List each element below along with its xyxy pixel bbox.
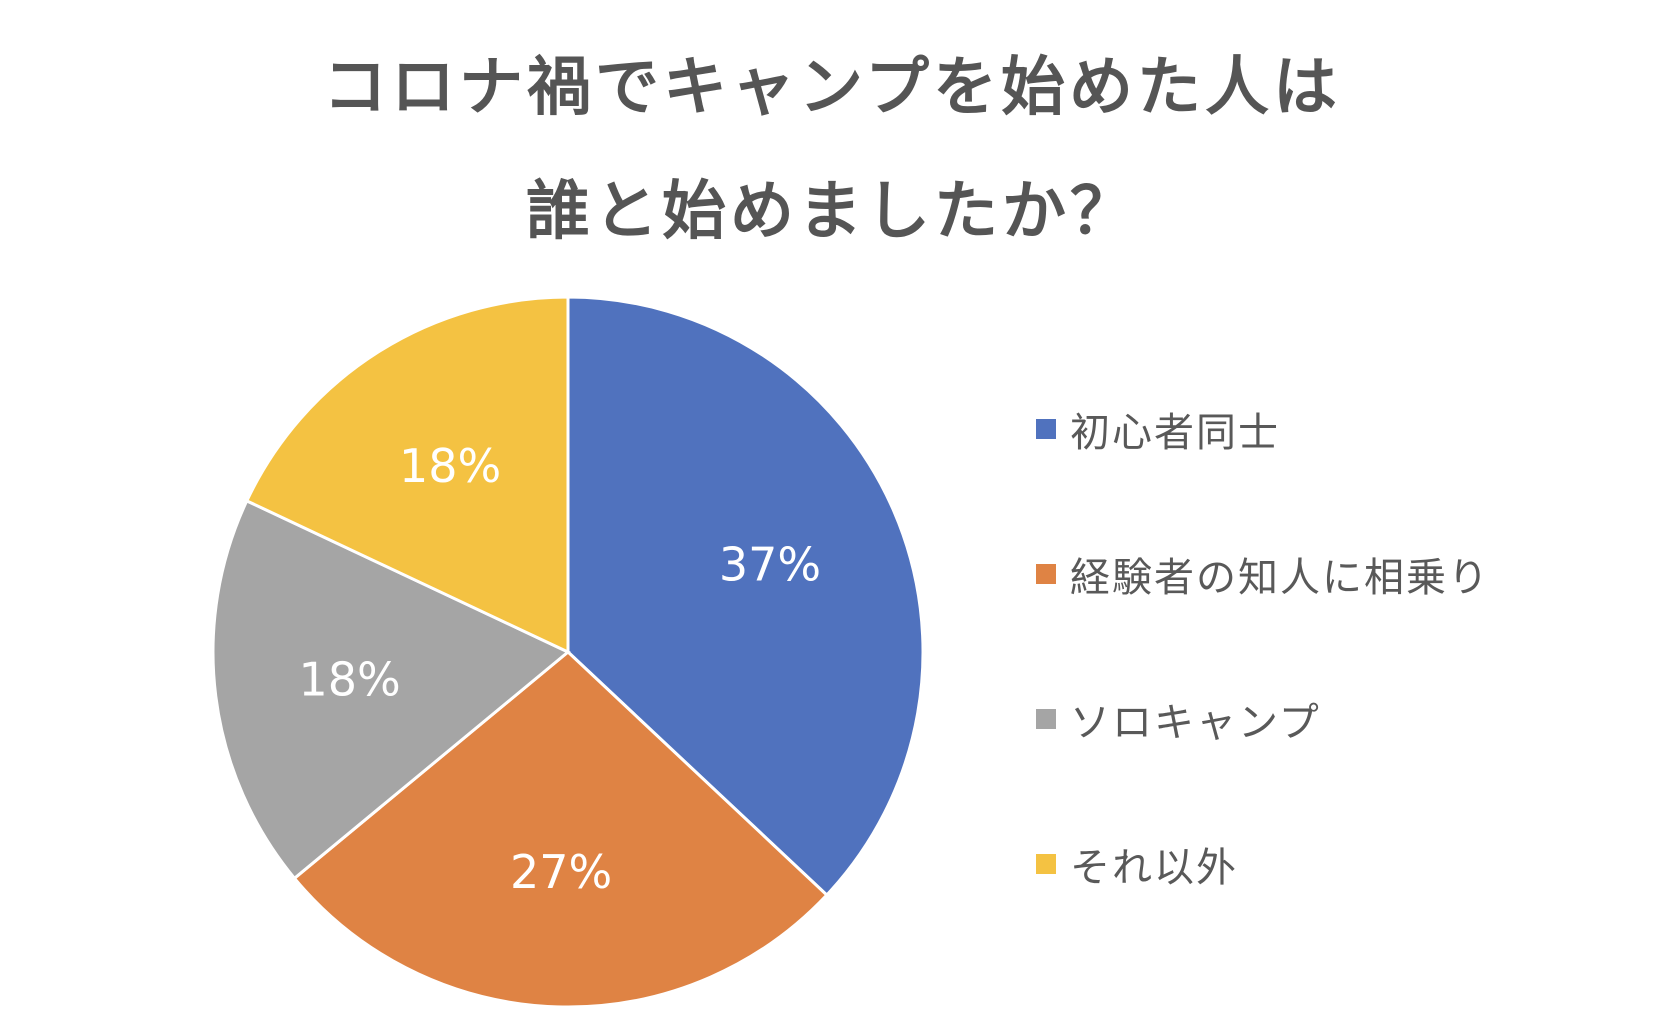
legend-label-1: 初心者同士 xyxy=(1070,410,1280,456)
chart-title-line-1: コロナ禍でキャンプを始めた人は xyxy=(322,51,1342,125)
legend-item-2: 経験者の知人に相乗り xyxy=(1036,545,1490,603)
pie-slice-2 xyxy=(292,650,829,1009)
legend-swatch-3 xyxy=(1036,709,1056,729)
chart-title-line-2: 誰と始めましたか？ xyxy=(526,175,1138,249)
legend-swatch-1 xyxy=(1036,419,1056,439)
pie-slice-1 xyxy=(566,295,925,898)
pie-slice-3 xyxy=(211,498,571,881)
slice-label-4: 18% xyxy=(399,439,501,493)
legend-label-3: ソロキャンプ xyxy=(1070,700,1321,746)
slice-label-1: 37% xyxy=(719,538,821,592)
slice-label-2: 27% xyxy=(510,845,612,899)
slice-label-3: 18% xyxy=(299,653,401,707)
legend-item-1: 初心者同士 xyxy=(1036,400,1280,458)
legend-swatch-2 xyxy=(1036,564,1056,584)
pie-slice-4 xyxy=(244,295,570,655)
pie-slices xyxy=(211,295,925,1009)
pie-slice-labels: 37% 27% 18% 18% xyxy=(299,439,822,899)
legend-label-4: それ以外 xyxy=(1070,845,1238,891)
legend-item-4: それ以外 xyxy=(1036,835,1238,893)
legend-swatch-4 xyxy=(1036,854,1056,874)
legend-label-2: 経験者の知人に相乗り xyxy=(1070,555,1490,601)
legend-item-3: ソロキャンプ xyxy=(1036,690,1321,748)
